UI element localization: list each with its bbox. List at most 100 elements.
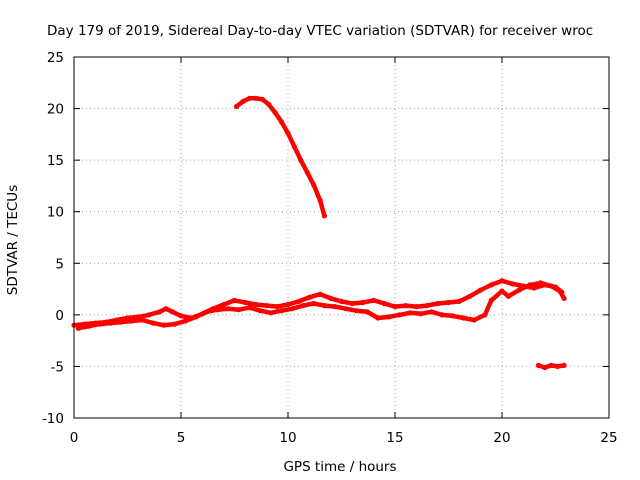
data-point [548, 283, 554, 289]
data-point [272, 110, 278, 116]
data-point [236, 307, 242, 313]
data-point [450, 313, 456, 319]
data-point [289, 306, 295, 312]
data-point [561, 362, 567, 368]
data-point [467, 293, 473, 299]
data-point [304, 169, 310, 176]
data-point [246, 95, 253, 101]
data-point [253, 95, 259, 101]
data-point [268, 310, 274, 316]
data-point [364, 309, 370, 315]
y-tick-label: -5 [51, 359, 64, 375]
data-point [291, 144, 297, 150]
x-tick-label: 0 [70, 430, 79, 446]
data-point [424, 303, 430, 309]
x-tick-label: 15 [386, 430, 403, 446]
data-point [259, 96, 265, 102]
data-point [285, 130, 291, 136]
data-point [516, 287, 522, 293]
data-point [279, 119, 285, 125]
data-point [499, 288, 505, 294]
data-point [311, 182, 317, 188]
series-low-segment [535, 362, 567, 371]
y-tick-label: 5 [55, 256, 64, 272]
data-point [557, 288, 563, 294]
data-point [139, 317, 146, 323]
data-point [172, 321, 178, 327]
data-point [178, 313, 184, 319]
data-point [296, 298, 302, 304]
x-tick-label: 10 [279, 430, 296, 446]
data-point [535, 362, 542, 368]
data-point [396, 312, 402, 318]
data-point [488, 297, 494, 303]
data-point [242, 299, 248, 306]
data-point [499, 278, 505, 284]
data-point [300, 303, 306, 309]
data-point [456, 298, 462, 304]
data-point [338, 298, 345, 304]
data-point [150, 320, 156, 326]
data-point [435, 300, 441, 307]
data-point [234, 103, 240, 110]
data-point [182, 318, 188, 324]
data-point [332, 304, 338, 310]
data-point [285, 301, 291, 308]
data-point [407, 310, 413, 316]
data-point [505, 293, 511, 299]
data-point [527, 282, 533, 288]
data-point [328, 295, 334, 301]
data-point [86, 323, 92, 329]
data-point [129, 318, 135, 324]
data-point [375, 315, 381, 321]
y-tick-label: -10 [42, 411, 64, 427]
y-axis-label: SDTVAR / TECUs [5, 185, 21, 295]
data-point [221, 301, 227, 308]
data-point [386, 314, 392, 320]
data-point [146, 312, 152, 318]
data-point [274, 304, 280, 310]
data-point [163, 306, 169, 312]
plot-area [71, 95, 567, 371]
data-point [460, 315, 467, 321]
data-point [418, 311, 424, 317]
data-point [439, 312, 445, 318]
series-baseline-b [75, 280, 567, 331]
axes-ticks: 0 5 10 15 20 25 -10 -5 0 5 10 15 20 25 [42, 50, 618, 446]
x-tick-label: 20 [493, 430, 510, 446]
data-point [193, 314, 199, 320]
data-point [257, 308, 263, 314]
data-point [343, 306, 349, 312]
data-point [231, 297, 238, 303]
data-point [246, 305, 253, 311]
grid [74, 57, 609, 418]
series-line [234, 96, 327, 219]
series-high-arc [234, 95, 327, 219]
data-point [169, 309, 175, 315]
y-tick-label: 15 [47, 153, 64, 169]
x-tick-label: 5 [177, 430, 186, 446]
data-point [204, 309, 210, 315]
data-point [321, 213, 327, 219]
data-point [542, 364, 548, 371]
data-point [403, 303, 409, 309]
data-point [510, 281, 516, 287]
data-point [298, 157, 304, 163]
data-point [555, 363, 561, 369]
data-point [240, 98, 246, 104]
data-point [311, 300, 317, 307]
data-point [266, 101, 272, 107]
data-point [107, 320, 113, 326]
data-point [428, 309, 434, 315]
data-point [321, 303, 327, 309]
y-tick-label: 0 [55, 308, 64, 324]
y-tick-label: 20 [47, 102, 64, 118]
data-point [264, 303, 270, 309]
data-point [225, 306, 231, 312]
chart-title: Day 179 of 2019, Sidereal Day-to-day VTE… [47, 23, 593, 39]
data-point [561, 295, 567, 301]
data-point [279, 308, 285, 314]
data-point [317, 291, 323, 297]
data-point [537, 280, 544, 286]
